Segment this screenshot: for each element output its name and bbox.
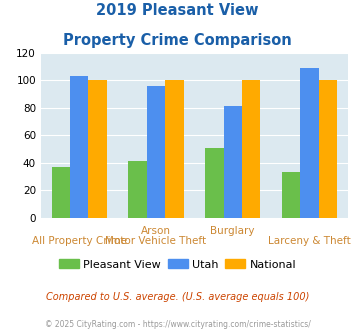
Bar (205, 148, 224, 218)
Text: Burglary: Burglary (211, 226, 255, 236)
Bar (51, 167, 70, 218)
Bar (88, 80, 107, 218)
Text: Motor Vehicle Theft: Motor Vehicle Theft (105, 236, 207, 246)
Text: Compared to U.S. average. (U.S. average equals 100): Compared to U.S. average. (U.S. average … (46, 292, 309, 302)
Text: © 2025 CityRating.com - https://www.cityrating.com/crime-statistics/: © 2025 CityRating.com - https://www.city… (45, 320, 310, 329)
Text: Arson: Arson (141, 226, 171, 236)
Bar (224, 106, 242, 218)
Text: Larceny & Theft: Larceny & Theft (268, 236, 351, 246)
Bar (242, 80, 260, 218)
Bar (282, 172, 300, 218)
Bar (70, 76, 88, 218)
Bar (300, 68, 319, 218)
Bar (129, 161, 147, 218)
Bar (165, 80, 184, 218)
Text: All Property Crime: All Property Crime (32, 236, 127, 246)
Text: 2019 Pleasant View: 2019 Pleasant View (96, 3, 259, 18)
Text: Property Crime Comparison: Property Crime Comparison (63, 33, 292, 48)
Legend: Pleasant View, Utah, National: Pleasant View, Utah, National (54, 255, 301, 274)
Bar (319, 80, 337, 218)
Bar (147, 86, 165, 218)
